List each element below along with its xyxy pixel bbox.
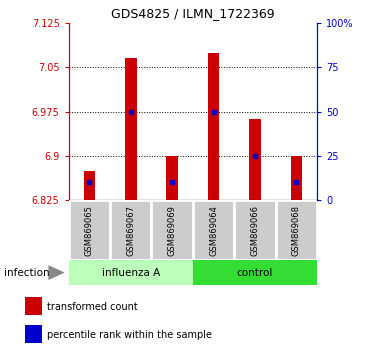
Bar	[83, 171, 95, 200]
Text: transformed count: transformed count	[47, 302, 138, 312]
Bar	[193, 200, 234, 260]
Bar	[151, 200, 193, 260]
Bar	[25, 325, 42, 343]
Bar	[110, 200, 151, 260]
Bar	[291, 156, 302, 200]
Bar	[125, 58, 137, 200]
Text: influenza A: influenza A	[102, 268, 160, 278]
Bar	[25, 297, 42, 315]
Text: infection: infection	[4, 268, 49, 278]
Text: GSM869068: GSM869068	[292, 205, 301, 256]
Text: control: control	[237, 268, 273, 278]
Text: GSM869066: GSM869066	[250, 205, 260, 256]
Text: GSM869065: GSM869065	[85, 205, 94, 256]
Text: GSM869064: GSM869064	[209, 205, 218, 256]
Bar	[208, 52, 219, 200]
Polygon shape	[48, 265, 65, 280]
Title: GDS4825 / ILMN_1722369: GDS4825 / ILMN_1722369	[111, 7, 275, 21]
Bar	[249, 119, 261, 200]
Bar	[193, 260, 317, 285]
Text: percentile rank within the sample: percentile rank within the sample	[47, 330, 212, 340]
Bar	[167, 156, 178, 200]
Bar	[69, 260, 193, 285]
Text: GSM869067: GSM869067	[126, 205, 135, 256]
Text: GSM869069: GSM869069	[168, 205, 177, 256]
Bar	[234, 200, 276, 260]
Bar	[276, 200, 317, 260]
Bar	[69, 200, 110, 260]
